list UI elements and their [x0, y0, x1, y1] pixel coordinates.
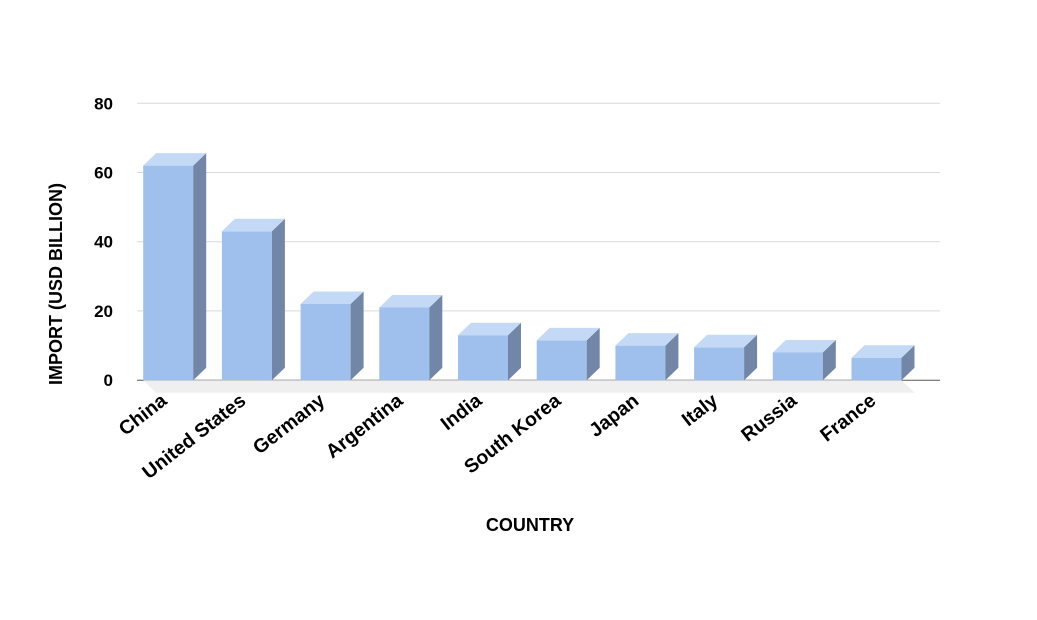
svg-text:40: 40: [94, 233, 113, 252]
svg-text:China: China: [115, 390, 171, 441]
svg-text:France: France: [816, 390, 880, 447]
svg-text:20: 20: [94, 302, 113, 321]
svg-text:0: 0: [104, 371, 113, 390]
svg-text:Germany: Germany: [249, 390, 329, 459]
svg-text:Japan: Japan: [585, 390, 643, 442]
svg-text:Italy: Italy: [678, 390, 722, 431]
svg-text:India: India: [437, 390, 487, 435]
svg-text:IMPORT (USD BILLION): IMPORT (USD BILLION): [46, 183, 66, 385]
svg-text:Argentina: Argentina: [322, 390, 407, 463]
svg-text:COUNTRY: COUNTRY: [486, 515, 574, 535]
svg-text:Russia: Russia: [737, 390, 801, 447]
svg-text:60: 60: [94, 164, 113, 183]
svg-text:80: 80: [94, 94, 113, 113]
